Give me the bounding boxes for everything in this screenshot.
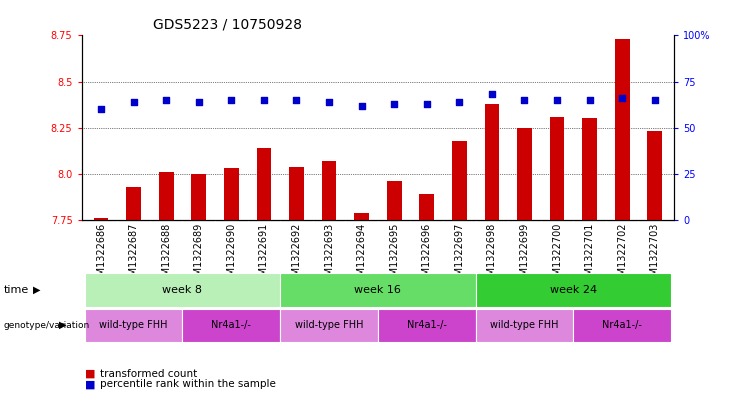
Text: GSM1322693: GSM1322693 <box>324 222 334 288</box>
Text: GSM1322703: GSM1322703 <box>650 222 659 288</box>
Text: GSM1322686: GSM1322686 <box>96 222 106 288</box>
Point <box>356 103 368 109</box>
Bar <box>84 273 280 307</box>
Bar <box>256 148 271 220</box>
Point <box>323 99 335 105</box>
Bar <box>280 273 476 307</box>
Bar <box>387 181 402 220</box>
Bar <box>517 128 532 220</box>
Bar <box>550 117 565 220</box>
Text: GSM1322690: GSM1322690 <box>226 222 236 288</box>
Text: wild-type FHH: wild-type FHH <box>295 320 363 330</box>
Text: GSM1322688: GSM1322688 <box>162 222 171 288</box>
Point <box>258 97 270 103</box>
Bar <box>280 309 378 342</box>
Point <box>388 101 400 107</box>
Text: genotype/variation: genotype/variation <box>4 321 90 330</box>
Point <box>617 95 628 101</box>
Point <box>193 99 205 105</box>
Text: GSM1322694: GSM1322694 <box>356 222 367 288</box>
Text: wild-type FHH: wild-type FHH <box>491 320 559 330</box>
Text: GSM1322697: GSM1322697 <box>454 222 465 288</box>
Text: wild-type FHH: wild-type FHH <box>99 320 168 330</box>
Bar <box>452 141 467 220</box>
Text: transformed count: transformed count <box>100 369 197 379</box>
Bar <box>485 104 499 220</box>
Bar <box>648 131 662 220</box>
Text: GSM1322702: GSM1322702 <box>617 222 627 288</box>
Text: Nr4a1-/-: Nr4a1-/- <box>602 320 642 330</box>
Bar <box>191 174 206 220</box>
Point <box>95 106 107 112</box>
Point <box>290 97 302 103</box>
Bar <box>322 161 336 220</box>
Bar <box>574 309 671 342</box>
Point <box>225 97 237 103</box>
Bar <box>378 309 476 342</box>
Point <box>649 97 661 103</box>
Text: week 24: week 24 <box>550 285 597 295</box>
Text: GSM1322701: GSM1322701 <box>585 222 594 288</box>
Text: GDS5223 / 10750928: GDS5223 / 10750928 <box>153 17 302 31</box>
Point <box>160 97 172 103</box>
Bar <box>289 167 304 220</box>
Text: week 8: week 8 <box>162 285 202 295</box>
Text: GSM1322695: GSM1322695 <box>389 222 399 288</box>
Bar <box>419 194 434 220</box>
Text: ■: ■ <box>85 369 96 379</box>
Text: Nr4a1-/-: Nr4a1-/- <box>211 320 251 330</box>
Text: week 16: week 16 <box>354 285 402 295</box>
Text: GSM1322691: GSM1322691 <box>259 222 269 288</box>
Text: ▶: ▶ <box>33 285 41 295</box>
Point <box>551 97 563 103</box>
Text: Nr4a1-/-: Nr4a1-/- <box>407 320 447 330</box>
Point <box>584 97 596 103</box>
Bar <box>159 172 173 220</box>
Bar <box>126 187 141 220</box>
Text: GSM1322700: GSM1322700 <box>552 222 562 288</box>
Text: ▶: ▶ <box>59 320 66 330</box>
Text: GSM1322687: GSM1322687 <box>129 222 139 288</box>
Text: GSM1322692: GSM1322692 <box>291 222 302 288</box>
Bar <box>354 213 369 220</box>
Text: percentile rank within the sample: percentile rank within the sample <box>100 379 276 389</box>
Point <box>519 97 531 103</box>
Point <box>486 91 498 97</box>
Bar <box>93 218 108 220</box>
Text: GSM1322699: GSM1322699 <box>519 222 530 288</box>
Text: GSM1322698: GSM1322698 <box>487 222 497 288</box>
Bar <box>582 118 597 220</box>
Bar <box>182 309 280 342</box>
Bar <box>615 39 630 220</box>
Text: GSM1322689: GSM1322689 <box>193 222 204 288</box>
Bar <box>476 273 671 307</box>
Point <box>421 101 433 107</box>
Bar <box>84 309 182 342</box>
Point <box>127 99 139 105</box>
Bar <box>476 309 574 342</box>
Text: ■: ■ <box>85 379 96 389</box>
Point <box>453 99 465 105</box>
Text: GSM1322696: GSM1322696 <box>422 222 432 288</box>
Bar <box>224 168 239 220</box>
Text: time: time <box>4 285 29 295</box>
